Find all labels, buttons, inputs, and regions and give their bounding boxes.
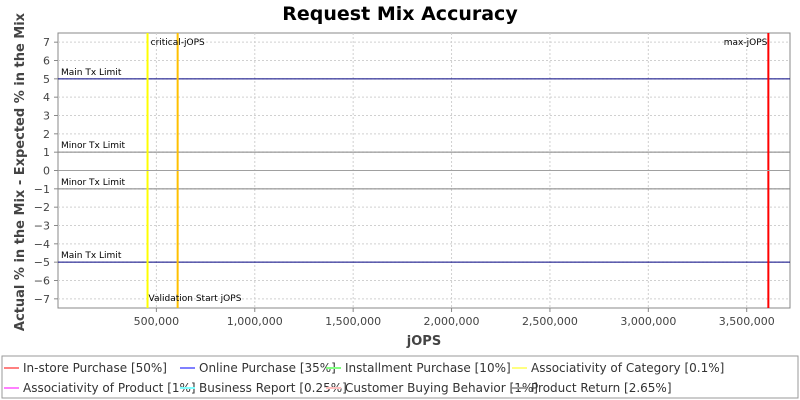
tx-limit-label: Minor Tx Limit — [61, 141, 126, 151]
reference-lines: Main Tx Limit Minor Tx Limit Minor Tx Limi… — [58, 33, 790, 308]
legend-box — [1, 355, 799, 399]
y-tick-label: 5 — [43, 73, 50, 86]
legend: In-store Purchase [50%] Online Purchase [… — [1, 355, 799, 399]
legend-label: Installment Purchase [10%] — [345, 361, 511, 375]
legend-label: Associativity of Product [1%] — [23, 381, 196, 395]
y-tick-label: 7 — [43, 36, 50, 49]
validation-start-label: Validation Start jOPS — [149, 294, 242, 304]
y-tick-label: −3 — [34, 220, 50, 233]
y-tick-label: −4 — [34, 238, 50, 251]
x-tick-label: 3,000,000 — [620, 315, 676, 328]
axis-layer: 7 6 5 4 3 2 1 0 −1 −2 −3 −4 −5 −6 −7 500,000 1,000,000 1,… — [34, 36, 775, 328]
x-tick-label: 2,500,000 — [522, 315, 578, 328]
legend-label: Customer Buying Behavior [1%] — [345, 381, 538, 395]
legend-label: Business Report [0.25%] — [199, 381, 347, 395]
legend-label: Online Purchase [35%] — [199, 361, 336, 375]
chart-title: Request Mix Accuracy — [282, 3, 518, 25]
x-tick-label: 1,500,000 — [325, 315, 381, 328]
x-tick-label: 500,000 — [134, 315, 180, 328]
y-axis-label: Actual % in the Mix - Expected % in the … — [13, 12, 28, 331]
y-tick-label: −6 — [34, 275, 50, 288]
tx-limit-label: Main Tx Limit — [61, 251, 122, 261]
y-tick-label: 6 — [43, 55, 50, 68]
x-tick-label: 1,000,000 — [227, 315, 283, 328]
tx-limit-label: Minor Tx Limit — [61, 178, 126, 188]
y-tick-label: 1 — [43, 146, 50, 159]
x-tick-label: 2,000,000 — [424, 315, 480, 328]
legend-label: Associativity of Category [0.1%] — [531, 361, 724, 375]
y-tick-label: 3 — [43, 110, 50, 123]
legend-label: Product Return [2.65%] — [531, 381, 672, 395]
tx-limit-label: Main Tx Limit — [61, 68, 122, 78]
y-tick-label: −7 — [34, 293, 50, 306]
x-tick-label: 3,500,000 — [719, 315, 775, 328]
y-tick-label: −2 — [34, 201, 50, 214]
y-tick-label: 0 — [43, 165, 50, 178]
y-tick-label: −5 — [34, 256, 50, 269]
critical-jops-label: critical-jOPS — [151, 38, 205, 48]
y-tick-label: −1 — [34, 183, 50, 196]
max-jops-label: max-jOPS — [724, 38, 768, 48]
x-axis-label: jOPS — [406, 334, 441, 349]
y-tick-label: 4 — [43, 91, 50, 104]
legend-label: In-store Purchase [50%] — [23, 361, 167, 375]
y-tick-label: 2 — [43, 128, 50, 141]
